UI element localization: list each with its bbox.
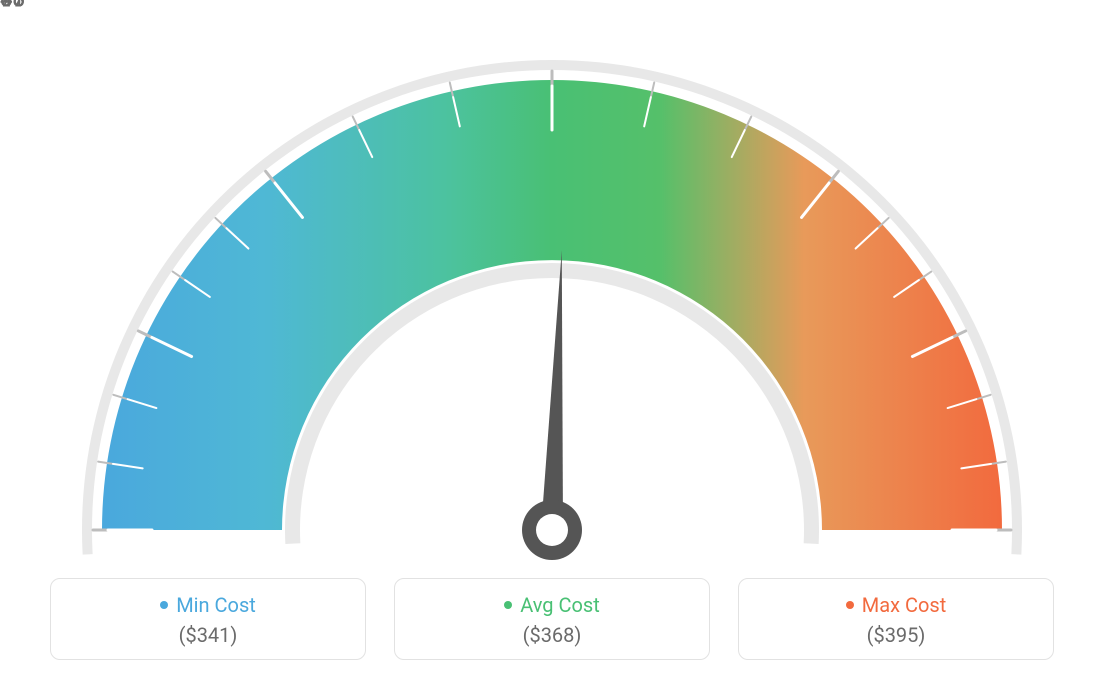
legend-dot-max [846,601,854,609]
legend-card-avg: Avg Cost ($368) [394,578,710,660]
legend-value-min: ($341) [61,623,355,647]
legend-title-max-text: Max Cost [862,593,947,617]
legend-title-avg-text: Avg Cost [520,593,600,617]
legend-value-avg: ($368) [405,623,699,647]
legend-title-min: Min Cost [160,593,256,617]
legend-title-max: Max Cost [846,593,947,617]
legend-row: Min Cost ($341) Avg Cost ($368) Max Cost… [50,578,1054,660]
gauge-chart: $341$348$355$368$377$386$395 [0,0,1104,560]
legend-card-min: Min Cost ($341) [50,578,366,660]
gauge-svg [0,10,1104,570]
legend-title-avg: Avg Cost [504,593,600,617]
tick-label: $395 [0,0,25,13]
legend-card-max: Max Cost ($395) [738,578,1054,660]
legend-value-max: ($395) [749,623,1043,647]
legend-title-min-text: Min Cost [176,593,256,617]
legend-dot-min [160,601,168,609]
legend-dot-avg [504,601,512,609]
